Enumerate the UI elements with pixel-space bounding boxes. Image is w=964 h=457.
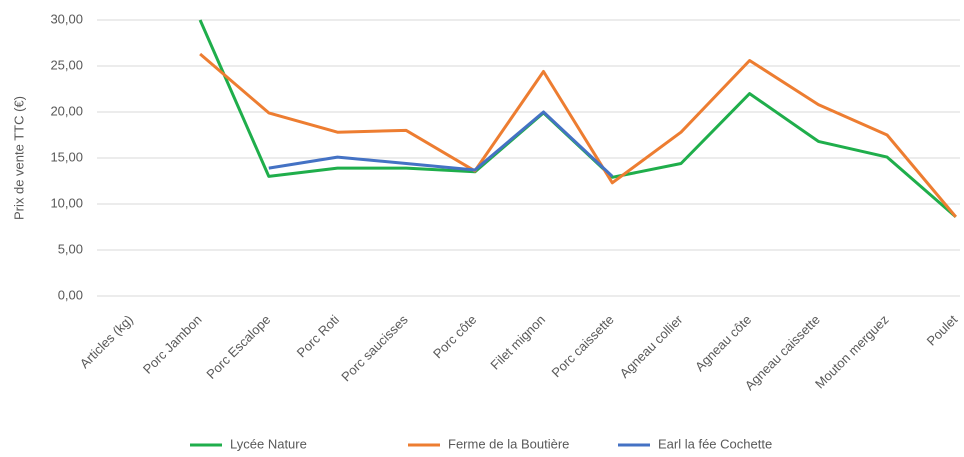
x-tick-label: Porc caissette — [548, 312, 616, 380]
x-tick-label: Poulet — [924, 312, 961, 349]
x-tick-label: Mouton merguez — [812, 312, 892, 392]
legend-label: Earl la fée Cochette — [658, 436, 772, 451]
x-tick-label: Porc Escalope — [203, 312, 273, 382]
legend-label: Ferme de la Boutière — [448, 436, 569, 451]
series-line — [199, 52, 957, 218]
legend-label: Lycée Nature — [230, 436, 307, 451]
y-tick-label: 5,00 — [58, 241, 83, 256]
x-tick-label: Filet mignon — [487, 312, 548, 373]
y-tick-label: 25,00 — [50, 57, 83, 72]
x-tick-label: Articles (kg) — [77, 312, 136, 371]
x-tick-label: Agneau côte — [692, 312, 754, 374]
y-tick-label: 15,00 — [50, 149, 83, 164]
x-tick-label: Porc côte — [430, 312, 479, 361]
x-tick-label: Porc saucisses — [338, 312, 411, 385]
y-axis-label: Prix de vente TTC (€) — [11, 96, 26, 220]
x-tick-label: Porc Jambon — [140, 312, 205, 377]
x-tick-label: Porc Roti — [294, 312, 342, 360]
x-tick-label: Agneau collier — [617, 311, 686, 380]
y-tick-label: 30,00 — [50, 11, 83, 26]
y-tick-label: 0,00 — [58, 287, 83, 302]
series-line — [268, 110, 614, 178]
series-line — [198, 19, 957, 219]
y-tick-label: 10,00 — [50, 195, 83, 210]
y-tick-label: 20,00 — [50, 103, 83, 118]
